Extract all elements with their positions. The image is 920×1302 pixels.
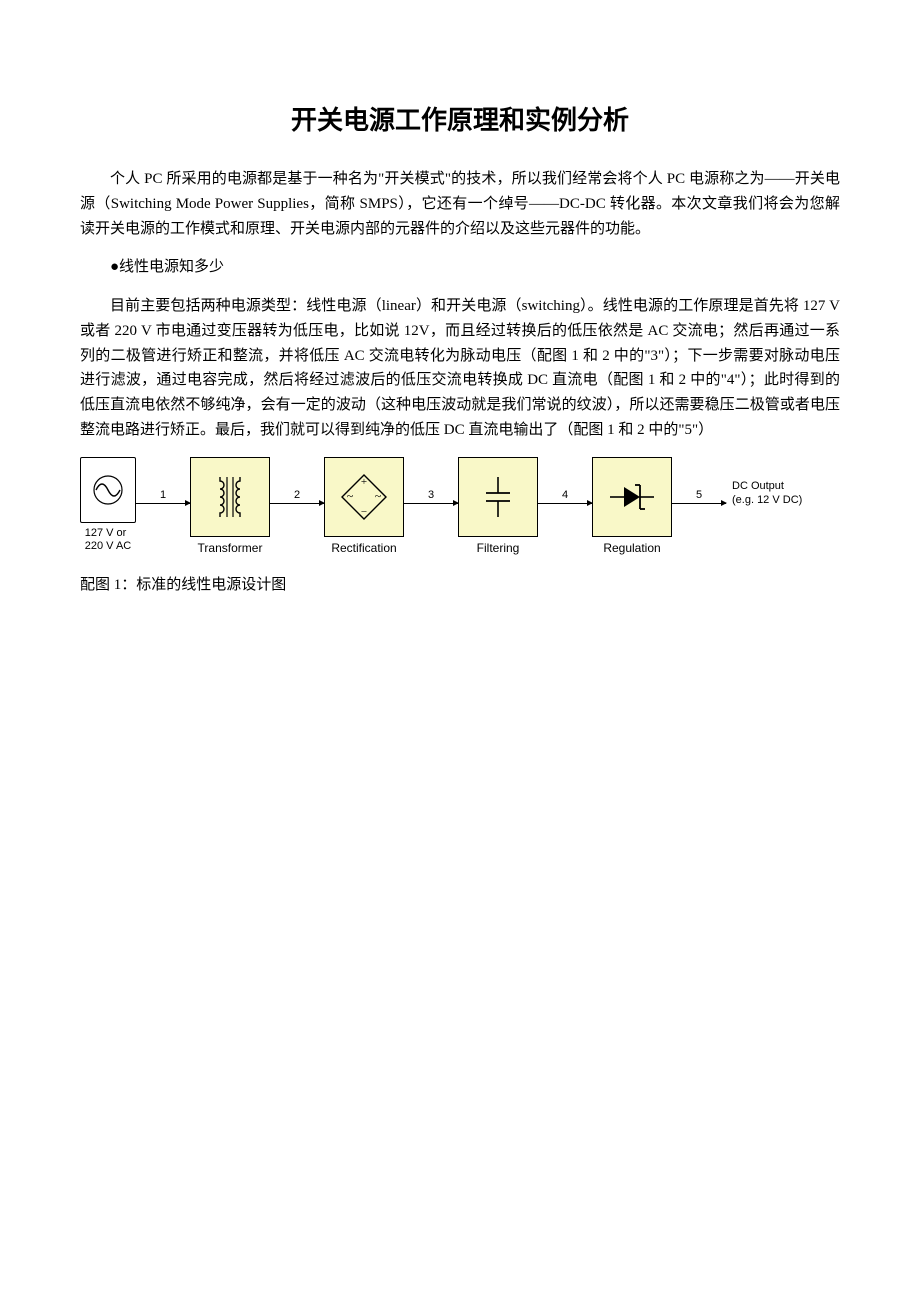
ac-source-label: 127 V or 220 V AC: [85, 527, 131, 553]
connector-num-2: 2: [294, 489, 300, 501]
connector-num-4: 4: [562, 489, 568, 501]
capacitor-icon: [468, 467, 528, 527]
connector-num-1: 1: [160, 489, 166, 501]
filtering-label: Filtering: [477, 541, 520, 555]
paragraph-intro: 个人 PC 所采用的电源都是基于一种名为"开关模式"的技术，所以我们经常会将个人…: [80, 167, 840, 241]
stage-filtering: Filtering: [458, 457, 538, 555]
svg-text:~: ~: [347, 489, 354, 503]
dc-line2: (e.g. 12 V DC): [732, 494, 802, 506]
figure-caption: 配图 1：标准的线性电源设计图: [80, 573, 840, 598]
connector-num-3: 3: [428, 489, 434, 501]
connector-2: 2: [270, 457, 324, 537]
filtering-box: [458, 457, 538, 537]
transformer-icon: [200, 467, 260, 527]
connector-3: 3: [404, 457, 458, 537]
paragraph-linear: 目前主要包括两种电源类型：线性电源（linear）和开关电源（switching…: [80, 294, 840, 443]
connector-num-5: 5: [696, 489, 702, 501]
connector-5: 5: [672, 457, 726, 537]
svg-text:~: ~: [375, 489, 382, 503]
stage-regulation: Regulation: [592, 457, 672, 555]
ac-line2: 220 V AC: [85, 540, 131, 552]
rectification-label: Rectification: [331, 541, 396, 555]
rectification-box: + ~ − ~: [324, 457, 404, 537]
connector-4: 4: [538, 457, 592, 537]
svg-text:−: −: [361, 506, 367, 518]
transformer-label: Transformer: [198, 541, 263, 555]
bridge-rectifier-icon: + ~ − ~: [334, 467, 394, 527]
sine-icon: [88, 470, 128, 510]
ac-line1: 127 V or: [85, 527, 127, 539]
regulation-label: Regulation: [603, 541, 660, 555]
page-title: 开关电源工作原理和实例分析: [80, 100, 840, 137]
stage-rectification: + ~ − ~ Rectification: [324, 457, 404, 555]
zener-icon: [602, 467, 662, 527]
subheading-linear: ●线性电源知多少: [80, 255, 840, 280]
transformer-box: [190, 457, 270, 537]
block-diagram: 127 V or 220 V AC 1 Transformer 2 +: [80, 457, 840, 555]
dc-line1: DC Output: [732, 480, 784, 492]
stage-source: 127 V or 220 V AC: [80, 457, 136, 553]
regulation-box: [592, 457, 672, 537]
dc-output-label: DC Output (e.g. 12 V DC): [726, 479, 802, 508]
connector-1: 1: [136, 457, 190, 537]
ac-source-box: [80, 457, 136, 523]
svg-text:+: +: [361, 476, 367, 488]
stage-transformer: Transformer: [190, 457, 270, 555]
